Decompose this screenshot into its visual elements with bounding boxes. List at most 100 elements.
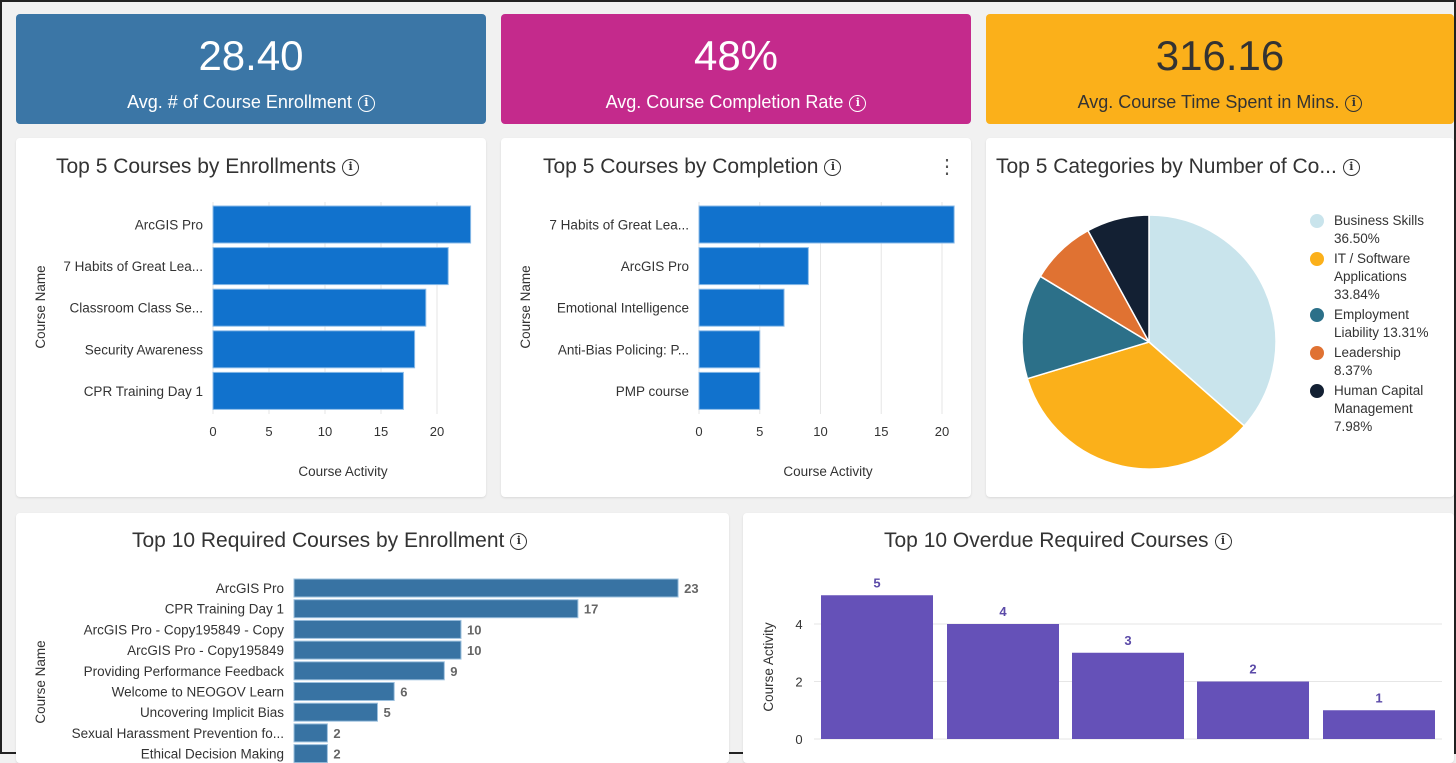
y-tick-label: Classroom Class Se...: [69, 301, 203, 316]
x-axis-title: Course Activity: [783, 464, 873, 479]
bar: [212, 247, 449, 286]
bar: [1323, 710, 1435, 739]
bar: [212, 288, 427, 327]
bar: [1072, 652, 1184, 739]
bar: [293, 599, 579, 619]
data-label: 17: [584, 602, 598, 617]
legend-swatch: [1310, 308, 1324, 322]
bar: [212, 371, 404, 410]
kpi-label: Avg. # of Course Enrollment: [127, 92, 352, 112]
legend-item[interactable]: IT / Software Applications 33.84%: [1310, 250, 1440, 304]
bar: [698, 205, 955, 244]
bar: [293, 578, 679, 598]
y-tick-label: 7 Habits of Great Lea...: [63, 259, 203, 274]
pie-slice: [1148, 214, 1277, 428]
legend-swatch: [1310, 214, 1324, 228]
legend-item[interactable]: Human Capital Management 7.98%: [1310, 382, 1440, 436]
info-icon[interactable]: i: [510, 532, 528, 550]
y-tick-label: 7 Habits of Great Lea...: [549, 218, 689, 233]
x-tick-label: 20: [430, 424, 444, 439]
x-tick-label: 0: [209, 424, 216, 439]
data-label: 4: [999, 604, 1007, 619]
legend-label: IT / Software Applications 33.84%: [1334, 251, 1411, 302]
data-label: 6: [400, 685, 407, 700]
y-tick-label: Ethical Decision Making: [141, 747, 284, 762]
card-title: Top 10 Overdue Required Courses i: [884, 529, 1232, 553]
bar: [293, 682, 395, 701]
data-label: 2: [1249, 662, 1256, 677]
info-icon[interactable]: i: [1345, 94, 1363, 112]
kpi-enrollment: 28.40 Avg. # of Course Enrollment i: [16, 14, 486, 124]
y-axis-title: Course Name: [33, 640, 48, 723]
kpi-value: 48%: [693, 32, 779, 79]
y-tick-label: Emotional Intelligence: [557, 301, 689, 316]
y-tick-label: Welcome to NEOGOV Learn: [112, 685, 284, 700]
legend-label: Human Capital Management 7.98%: [1334, 383, 1424, 434]
pie-slice: [1021, 275, 1151, 380]
bar: [293, 619, 462, 639]
data-label: 1: [1375, 690, 1382, 705]
x-tick-label: 20: [935, 424, 949, 439]
data-label: 5: [873, 575, 880, 590]
x-tick-label: 15: [374, 424, 388, 439]
y-tick-label: Providing Performance Feedback: [84, 664, 285, 679]
legend-item[interactable]: Employment Liability 13.31%: [1310, 306, 1440, 342]
x-tick-label: 15: [874, 424, 888, 439]
y-tick-label: CPR Training Day 1: [84, 384, 203, 399]
kpi-value: 28.40: [198, 32, 304, 79]
pie-legend: Business Skills 36.50% IT / Software Appl…: [1310, 212, 1440, 438]
legend-swatch: [1310, 346, 1324, 360]
info-icon[interactable]: i: [342, 158, 360, 176]
y-axis-title: Course Activity: [761, 622, 776, 712]
kpi-label: Avg. Course Time Spent in Mins.: [1077, 92, 1340, 112]
bar: [698, 288, 785, 327]
bar: [947, 624, 1059, 739]
info-icon[interactable]: i: [357, 94, 375, 112]
data-label: 2: [333, 726, 340, 741]
data-label: 9: [450, 664, 457, 679]
y-tick-label: PMP course: [616, 384, 689, 399]
y-tick-label: Uncovering Implicit Bias: [140, 705, 284, 720]
y-tick-label: 2: [795, 675, 802, 690]
y-tick-label: ArcGIS Pro: [135, 218, 203, 233]
kpi-time-spent: 316.16 Avg. Course Time Spent in Mins. i: [986, 14, 1454, 124]
card-title: Top 5 Courses by Enrollments i: [56, 155, 360, 179]
y-axis-title: Course Name: [33, 265, 48, 348]
y-tick-label: ArcGIS Pro: [216, 581, 284, 596]
bar: [293, 702, 378, 722]
bar: [212, 205, 472, 244]
kpi-completion: 48% Avg. Course Completion Rate i: [501, 14, 971, 124]
bar: [821, 595, 933, 739]
bar: [698, 371, 761, 410]
info-icon[interactable]: i: [849, 94, 867, 112]
x-tick-label: 5: [265, 424, 272, 439]
legend-item[interactable]: Business Skills 36.50%: [1310, 212, 1440, 248]
data-label: 10: [467, 643, 481, 658]
y-tick-label: 4: [795, 617, 802, 632]
card-title: Top 10 Required Courses by Enrollment i: [132, 529, 528, 553]
bar: [293, 661, 445, 681]
x-tick-label: 10: [813, 424, 827, 439]
legend-item[interactable]: Leadership 8.37%: [1310, 344, 1440, 380]
data-label: 5: [384, 705, 391, 720]
bar: [212, 330, 416, 369]
info-icon[interactable]: i: [1214, 532, 1232, 550]
pie-slice: [1026, 341, 1246, 470]
data-label: 10: [467, 622, 481, 637]
bar: [698, 330, 761, 369]
y-tick-label: ArcGIS Pro - Copy195849: [127, 643, 284, 658]
bar: [293, 723, 328, 743]
data-label: 2: [333, 747, 340, 762]
legend-swatch: [1310, 252, 1324, 266]
legend-label: Employment Liability 13.31%: [1334, 307, 1429, 340]
y-tick-label: CPR Training Day 1: [165, 602, 284, 617]
kpi-label: Avg. Course Completion Rate: [605, 92, 844, 112]
legend-swatch: [1310, 384, 1324, 398]
more-menu-icon[interactable]: ⋮: [937, 156, 957, 178]
card-title: Top 5 Categories by Number of Co... i: [996, 155, 1360, 179]
bar: [293, 640, 462, 660]
info-icon[interactable]: i: [1342, 158, 1360, 176]
info-icon[interactable]: i: [824, 158, 842, 176]
y-tick-label: Anti-Bias Policing: P...: [558, 342, 689, 357]
